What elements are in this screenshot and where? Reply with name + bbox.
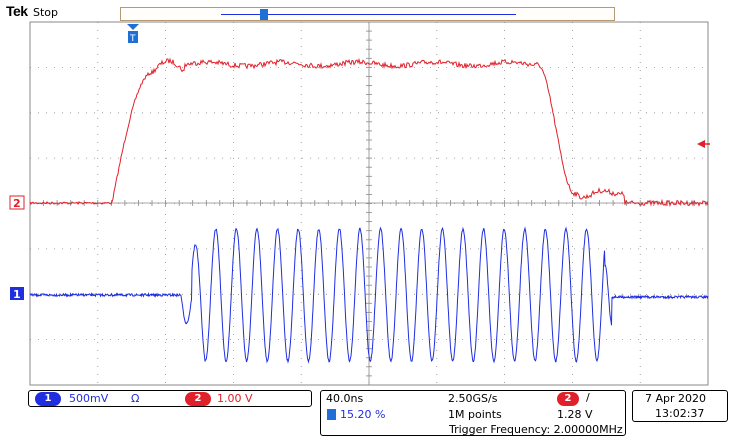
acquisition-status: Stop	[33, 6, 59, 19]
brand-logo: Tek	[6, 3, 28, 19]
date-time-box: 7 Apr 2020 13:02:37	[632, 390, 728, 422]
graticule-grid	[29, 21, 709, 386]
channel-settings-box[interactable]: 1 500mV Ω 2 1.00 V	[28, 390, 312, 407]
trigger-level[interactable]: 1.28 V	[557, 408, 593, 421]
ch1-ground-marker: 1	[10, 287, 24, 301]
ch2-marker-label: 2	[13, 197, 21, 210]
ch2-ground-marker: 2	[9, 195, 25, 210]
record-length: 1M points	[448, 408, 502, 421]
time-display: 13:02:37	[655, 407, 705, 420]
trigger-slope-icon: /	[586, 391, 590, 404]
trigger-position-small-icon	[327, 409, 336, 420]
ch1-waveform	[29, 226, 709, 364]
record-view-line	[221, 14, 516, 15]
svg-text:T: T	[129, 34, 136, 44]
ch1-coupling: Ω	[131, 392, 140, 405]
timebase[interactable]: 40.0ns	[326, 392, 364, 405]
trigger-position-percent[interactable]: 15.20 %	[340, 408, 386, 421]
ch1-scale[interactable]: 500mV	[69, 392, 109, 405]
record-view-bar[interactable]	[120, 7, 615, 21]
acquisition-settings-box[interactable]: 40.0ns 2.50GS/s 2 / 15.20 % 1M points 1.…	[320, 390, 626, 436]
date-display: 7 Apr 2020	[645, 392, 707, 405]
trigger-level-arrow-icon	[697, 140, 710, 148]
trigger-frequency: Trigger Frequency: 2.00000MHz	[449, 423, 623, 436]
ch1-marker-label: 1	[13, 288, 21, 301]
trigger-channel-indicator: 2	[557, 392, 579, 406]
ch2-indicator: 2	[185, 392, 211, 406]
sample-rate: 2.50GS/s	[448, 392, 498, 405]
ch2-scale[interactable]: 1.00 V	[217, 392, 253, 405]
ch2-waveform	[29, 57, 709, 208]
ch1-indicator: 1	[35, 392, 61, 406]
trigger-position-icon: T	[127, 24, 139, 44]
record-view-trigger-marker[interactable]	[260, 9, 268, 20]
